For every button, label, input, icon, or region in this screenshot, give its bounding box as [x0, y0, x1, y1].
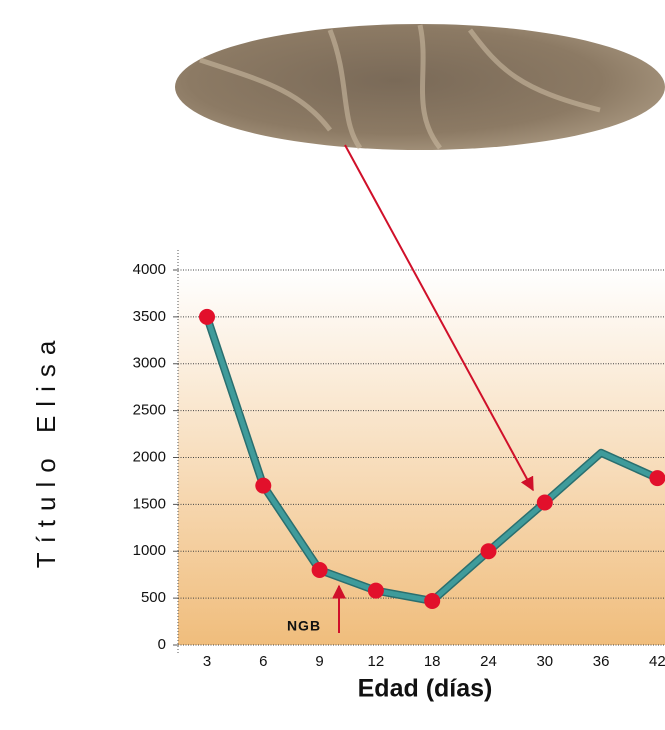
x-tick-label: 42: [649, 653, 665, 670]
x-tick-label: 6: [259, 653, 267, 670]
marker: [649, 470, 665, 486]
y-tick-label: 3000: [133, 355, 166, 372]
marker: [537, 495, 553, 511]
y-tick-label: 1000: [133, 542, 166, 559]
x-tick-label: 18: [424, 653, 441, 670]
y-tick-label: 4000: [133, 261, 166, 278]
chart: Título Elisa Edad (días) 0 500 1000 1500 200…: [0, 0, 665, 730]
marker: [368, 583, 384, 599]
y-tick-label: 2500: [133, 402, 166, 419]
marker: [312, 562, 328, 578]
marker: [424, 593, 440, 609]
marker: [255, 478, 271, 494]
marker: [481, 543, 497, 559]
y-tick-label: 3500: [133, 308, 166, 325]
y-tick-label: 500: [141, 589, 166, 606]
x-tick-label: 36: [593, 653, 610, 670]
x-tick-label: 24: [480, 653, 497, 670]
annotation: NGB: [287, 618, 321, 634]
x-tick-label: 30: [536, 653, 553, 670]
x-tick-label: 12: [368, 653, 385, 670]
y-tick-label: 0: [158, 636, 166, 653]
x-axis-label: Edad (días): [358, 675, 493, 703]
y-axis-label: Título Elisa: [31, 332, 61, 569]
x-tick-label: 3: [203, 653, 211, 670]
x-tick-label: 9: [315, 653, 323, 670]
y-tick-label: 2000: [133, 448, 166, 465]
marker: [199, 309, 215, 325]
y-tick-label: 1500: [133, 495, 166, 512]
